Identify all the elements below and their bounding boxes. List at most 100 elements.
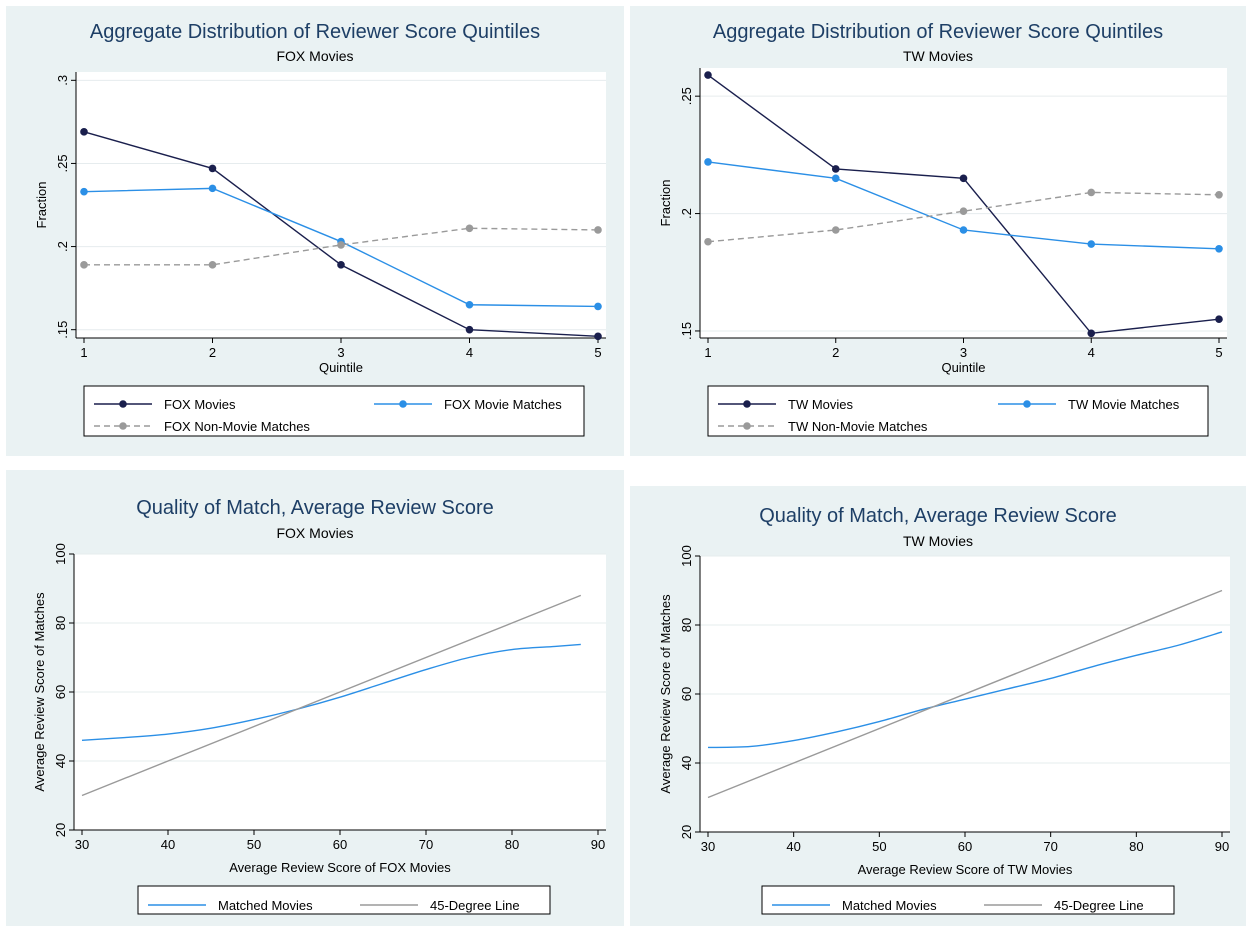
data-point	[80, 187, 88, 196]
y-tick-label: 80	[53, 616, 68, 630]
data-point	[959, 226, 968, 234]
chart-subtitle: FOX Movies	[276, 525, 353, 541]
x-tick-label: 4	[466, 345, 473, 360]
y-tick-label: .25	[679, 87, 694, 105]
data-point	[959, 207, 968, 216]
data-point	[1087, 240, 1096, 248]
x-tick-label: 2	[832, 345, 839, 360]
y-axis-label: Fraction	[658, 180, 673, 227]
data-point	[337, 241, 345, 249]
x-axis-label: Quintile	[941, 360, 985, 375]
series-line	[81, 594, 582, 797]
y-tick-label: 60	[53, 685, 68, 699]
data-point	[337, 261, 345, 269]
legend-label: TW Movie Matches	[1068, 397, 1180, 412]
legend-marker	[743, 422, 751, 430]
x-tick-label: 70	[419, 837, 433, 852]
y-tick-label: .2	[55, 241, 70, 252]
x-tick-label: 30	[75, 837, 89, 852]
x-tick-label: 1	[80, 345, 87, 360]
data-point	[465, 325, 474, 334]
plot-area	[700, 68, 1227, 338]
y-tick-label: 60	[679, 687, 694, 701]
data-point	[594, 226, 602, 234]
y-tick-label: 20	[679, 825, 694, 839]
y-tick-label: 100	[53, 543, 68, 565]
legend-label: Matched Movies	[842, 898, 937, 913]
y-tick-label: .3	[55, 75, 70, 86]
x-tick-label: 90	[591, 837, 605, 852]
legend-box	[83, 385, 585, 437]
legend-marker	[119, 400, 127, 408]
chart-panel-fox-quintiles: Aggregate Distribution of Reviewer Score…	[6, 6, 624, 456]
chart-subtitle: FOX Movies	[276, 48, 353, 64]
series-line	[84, 227, 599, 266]
data-point	[831, 226, 840, 234]
y-axis-label: Average Review Score of Matches	[32, 592, 47, 792]
y-tick-label: 100	[679, 545, 694, 567]
x-tick-label: 1	[704, 345, 711, 360]
data-point	[1215, 244, 1223, 253]
legend-label: FOX Movie Matches	[444, 397, 562, 412]
y-tick-label: .15	[55, 321, 70, 339]
chart-panel-tw-quality: Quality of Match, Average Review Score TW…	[630, 486, 1246, 926]
chart-svg-tw-quality: Quality of Match, Average Review Score TW…	[658, 505, 1230, 915]
x-tick-label: 2	[209, 345, 216, 360]
x-tick-label: 60	[958, 839, 972, 854]
x-tick-label: 50	[247, 837, 261, 852]
chart-svg-tw-quintiles: Aggregate Distribution of Reviewer Score…	[658, 21, 1227, 437]
legend-label: 45-Degree Line	[1054, 898, 1144, 913]
data-point	[1087, 188, 1096, 197]
x-tick-label: 40	[786, 839, 800, 854]
x-tick-label: 5	[1215, 345, 1222, 360]
y-tick-label: 40	[679, 756, 694, 770]
chart-panel-fox-quality: Quality of Match, Average Review Score FO…	[6, 470, 624, 926]
chart-title: Aggregate Distribution of Reviewer Score…	[90, 21, 540, 43]
y-tick-label: .15	[679, 322, 694, 340]
x-tick-label: 3	[337, 345, 344, 360]
x-tick-label: 30	[701, 839, 715, 854]
y-axis-label: Fraction	[34, 182, 49, 229]
data-point	[465, 224, 474, 233]
data-point	[594, 332, 602, 341]
series-line	[707, 589, 1223, 799]
legend-marker	[119, 422, 127, 430]
data-point	[831, 174, 840, 183]
plot-area	[76, 72, 606, 338]
x-tick-label: 4	[1088, 345, 1095, 360]
x-axis-label: Average Review Score of TW Movies	[858, 862, 1073, 877]
chart-svg-fox-quality: Quality of Match, Average Review Score FO…	[32, 497, 606, 915]
data-point	[80, 128, 88, 136]
data-point	[704, 237, 712, 246]
data-point	[959, 174, 968, 183]
chart-subtitle: TW Movies	[903, 48, 973, 64]
data-point	[704, 158, 712, 166]
data-point	[208, 184, 217, 193]
chart-subtitle: TW Movies	[903, 533, 973, 549]
data-point	[465, 300, 474, 309]
x-tick-label: 70	[1043, 839, 1057, 854]
legend-box	[707, 385, 1209, 437]
legend-label: TW Non-Movie Matches	[788, 419, 928, 434]
legend-label: FOX Movies	[164, 397, 236, 412]
data-point	[208, 261, 217, 269]
legend-box	[137, 885, 551, 915]
chart-title: Quality of Match, Average Review Score	[136, 497, 494, 519]
series-line	[707, 631, 1223, 749]
legend-marker	[1023, 400, 1031, 408]
data-point	[1087, 329, 1096, 338]
legend-label: TW Movies	[788, 397, 854, 412]
legend-label: Matched Movies	[218, 898, 313, 913]
y-axis-label: Average Review Score of Matches	[658, 594, 673, 794]
x-tick-label: 80	[1129, 839, 1143, 854]
chart-panel-tw-quintiles: Aggregate Distribution of Reviewer Score…	[630, 6, 1246, 456]
x-tick-label: 60	[333, 837, 347, 852]
y-tick-label: 80	[679, 618, 694, 632]
legend-marker	[743, 400, 751, 408]
legend-marker	[399, 400, 407, 408]
legend-box	[761, 885, 1175, 915]
chart-svg-fox-quintiles: Aggregate Distribution of Reviewer Score…	[34, 21, 606, 437]
data-point	[831, 165, 840, 173]
x-tick-label: 80	[505, 837, 519, 852]
data-point	[80, 261, 88, 269]
